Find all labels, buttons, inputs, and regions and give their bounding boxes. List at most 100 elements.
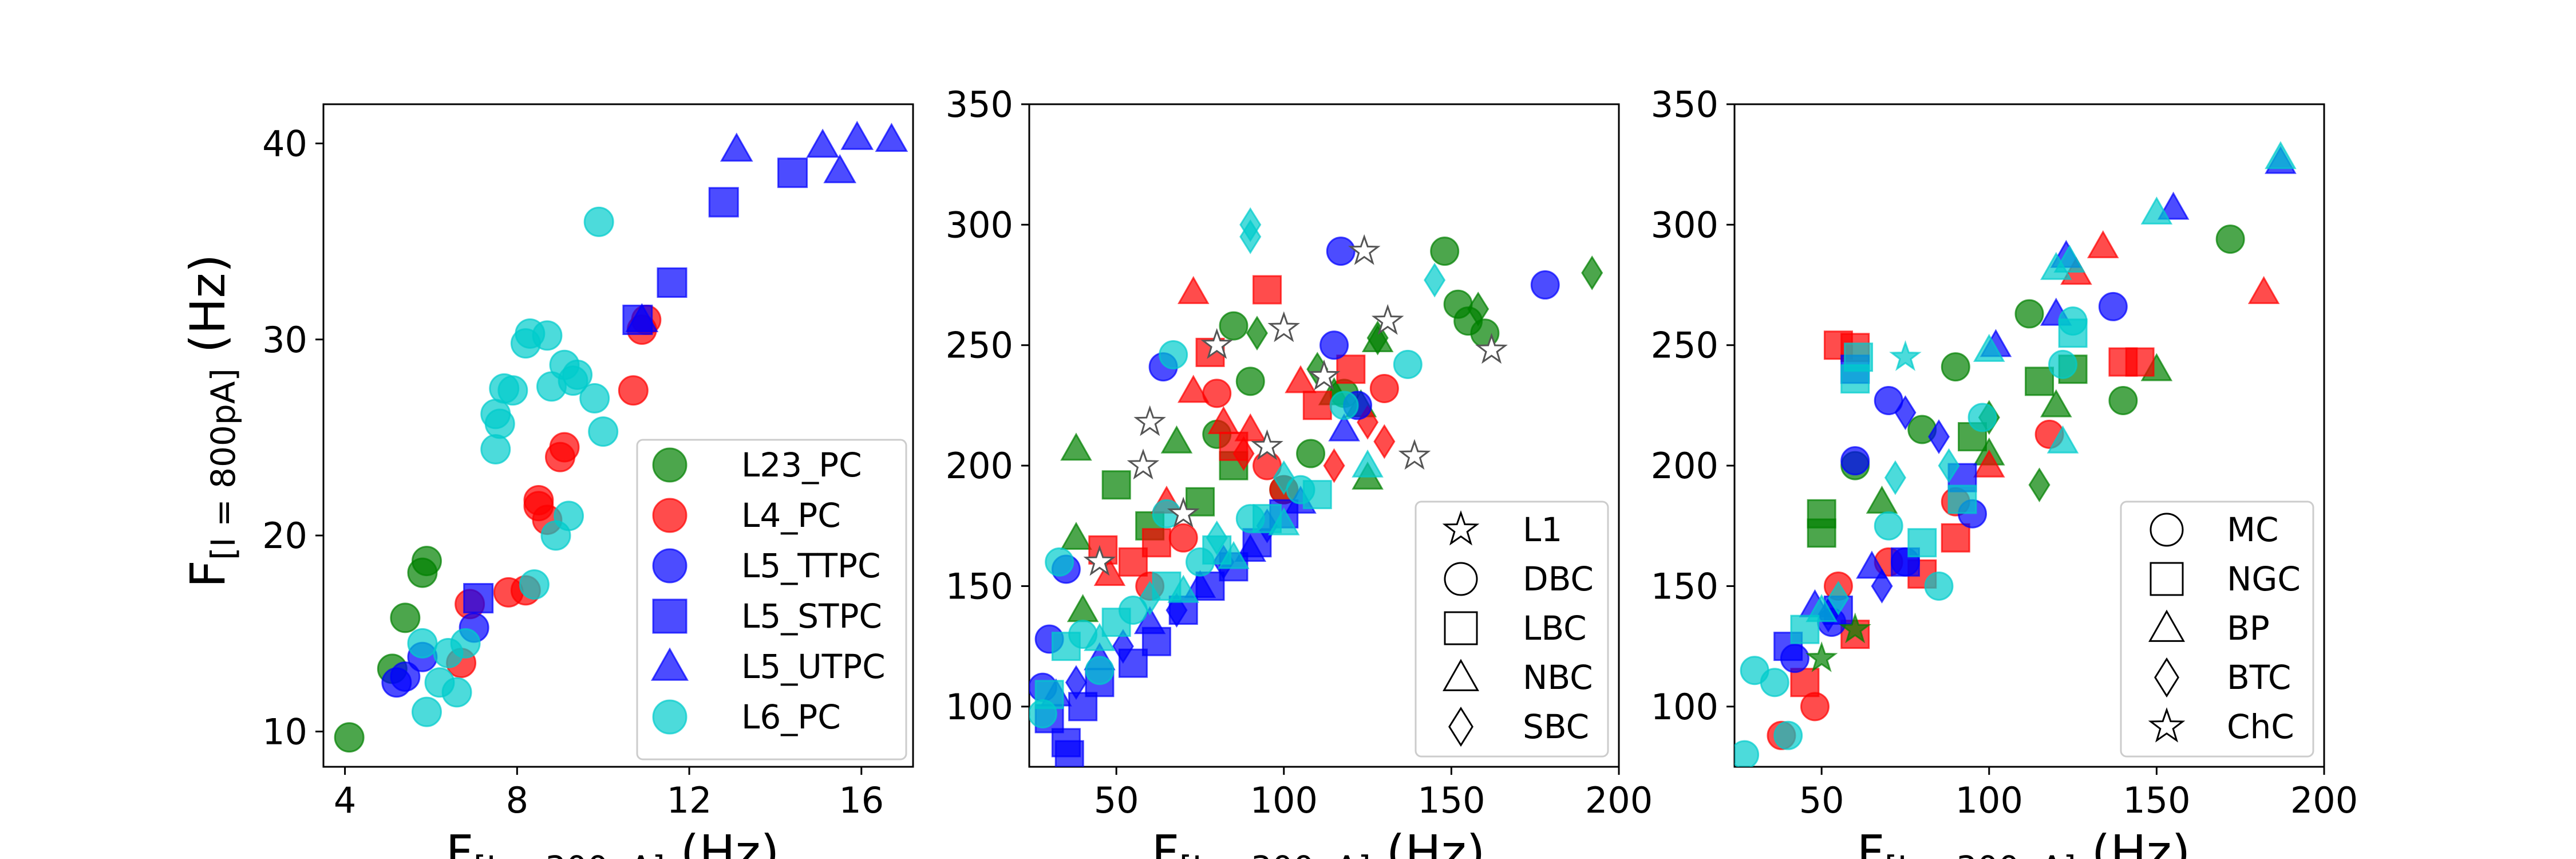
legend-label: NGC <box>2227 559 2301 598</box>
data-point <box>1941 523 1970 553</box>
x-tick-label: 4 <box>334 779 356 821</box>
data-point <box>1251 429 1283 460</box>
y-tick-label: 100 <box>946 686 1013 728</box>
data-point <box>1866 485 1898 514</box>
legend-label: MC <box>2227 510 2279 549</box>
y-tick-label: 100 <box>1651 686 1718 728</box>
legend-label: L6_PC <box>741 698 841 736</box>
panel-interneurons-by-type: 50 100 150 200 100 150 200 250 300 350 L1 DBC LBC NBC… <box>946 84 1653 821</box>
data-point <box>1927 419 1950 455</box>
legend-label: L23_PC <box>741 446 862 484</box>
x-tick-label: 50 <box>1094 779 1139 821</box>
data-point <box>875 123 908 152</box>
data-point <box>1051 632 1081 661</box>
data-point <box>1234 534 1267 562</box>
data-point <box>1060 522 1092 550</box>
data-point <box>2087 230 2119 258</box>
data-point <box>1101 608 1131 637</box>
y-axis-label-main: F <box>180 560 236 588</box>
y-tick-label: 250 <box>1651 325 1718 367</box>
data-point <box>1167 574 1199 603</box>
data-point <box>1894 395 1917 430</box>
data-point <box>1840 446 1870 476</box>
data-point <box>2157 191 2190 220</box>
x-axis-label-unit: (Hz) <box>1371 825 1485 859</box>
data-point <box>1348 234 1381 265</box>
data-point <box>1871 569 1893 604</box>
data-point <box>532 320 563 351</box>
data-point <box>411 696 442 727</box>
legend-label: L5_STPC <box>741 597 882 636</box>
x-tick-label: 100 <box>1955 779 2023 821</box>
data-point <box>1884 460 1906 495</box>
data-point <box>1093 558 1126 586</box>
data-point <box>1239 219 1262 254</box>
data-point <box>1773 720 1803 750</box>
y-tick-label: 150 <box>946 565 1013 607</box>
data-point <box>1856 550 1888 579</box>
legend-label: L5_UTPC <box>741 647 886 686</box>
data-point <box>1285 365 1317 393</box>
data-point <box>1127 448 1160 480</box>
data-point <box>1800 692 1830 722</box>
legend-label: BP <box>2227 609 2270 648</box>
legend-marker <box>652 699 688 735</box>
data-point <box>1101 470 1131 500</box>
x-axis-label-sub: [I = 300pA] <box>473 849 665 859</box>
legend-box <box>636 439 907 761</box>
data-point <box>2040 389 2072 417</box>
data-point <box>450 628 481 659</box>
x-tick-label: 50 <box>1799 779 1844 821</box>
data-point <box>1060 432 1092 461</box>
data-point <box>1967 403 1997 432</box>
data-point <box>1246 316 1268 351</box>
data-point <box>2014 299 2044 329</box>
data-point <box>1807 499 1836 529</box>
data-point <box>1253 275 1282 305</box>
data-point <box>806 128 839 158</box>
data-point <box>1475 333 1508 364</box>
data-point <box>484 408 515 439</box>
data-point <box>407 628 438 659</box>
y-tick-label: 40 <box>262 123 307 164</box>
data-point <box>1168 523 1198 553</box>
legend-marker <box>1448 706 1473 747</box>
data-point <box>1167 497 1200 528</box>
data-points <box>1029 207 1603 767</box>
data-point <box>1398 439 1431 470</box>
legend-label: BTC <box>2227 658 2291 697</box>
data-point <box>1267 507 1300 535</box>
data-point <box>411 546 442 577</box>
data-point <box>1973 333 2005 362</box>
data-point <box>1232 436 1255 471</box>
plot-frame <box>322 103 914 768</box>
legend-label: DBC <box>1523 559 1594 598</box>
data-point <box>1160 425 1193 454</box>
data-point <box>1430 237 1460 266</box>
data-point <box>1085 656 1115 685</box>
x-axis-label-unit: (Hz) <box>2076 825 2191 859</box>
data-point <box>823 154 857 183</box>
data-point <box>1319 330 1349 360</box>
x-tick-label: 16 <box>839 779 884 821</box>
data-point <box>1235 367 1265 396</box>
data-point <box>1371 304 1404 335</box>
legend-label: SBC <box>1523 707 1589 746</box>
panel-interneurons-by-morphology: 50 100 150 200 100 150 200 250 300 350 MC NGC BP BTC C… <box>1651 84 2358 821</box>
plot-frame <box>1028 103 1620 768</box>
data-point <box>1941 352 1970 382</box>
data-point <box>1839 612 1871 644</box>
legend-marker <box>1444 611 1478 645</box>
data-point <box>1530 270 1560 300</box>
data-point <box>1924 571 1954 601</box>
data-point <box>2025 367 2055 396</box>
data-point <box>1366 320 1389 356</box>
data-point <box>2058 318 2088 348</box>
data-point <box>2215 224 2245 254</box>
data-point <box>1805 641 1838 672</box>
data-point <box>1141 528 1171 558</box>
data-point <box>1267 311 1301 342</box>
y-axis-label-sub: [I = 800pA] <box>204 368 243 560</box>
data-point <box>1159 340 1188 370</box>
data-point <box>1790 614 1820 644</box>
